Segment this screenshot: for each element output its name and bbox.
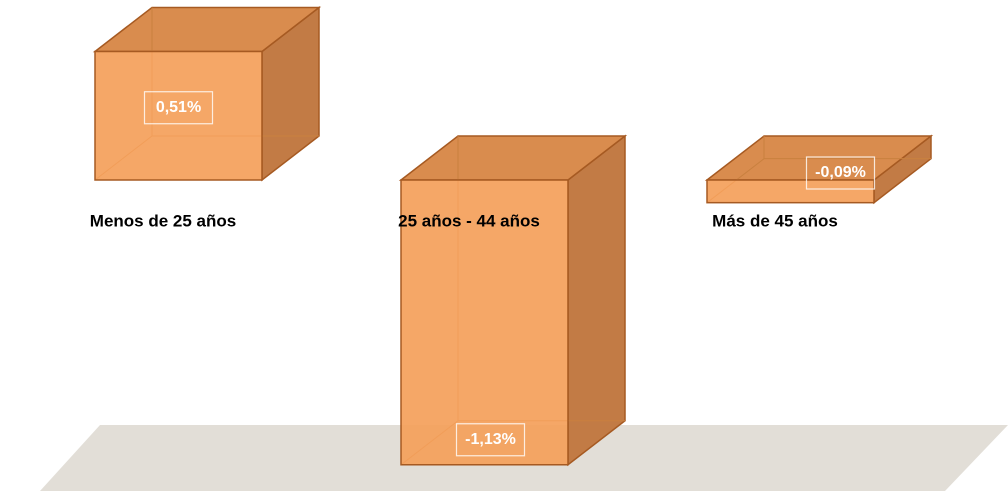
value-label: 0,51%: [156, 99, 201, 116]
value-label: -0,09%: [815, 164, 866, 181]
bar-front: [400, 179, 569, 466]
value-label-box: [143, 91, 214, 125]
bar-front: [94, 50, 263, 181]
category-label: Menos de 25 años: [90, 211, 236, 230]
category-label: Más de 45 años: [712, 211, 838, 230]
value-label-box: [805, 156, 876, 190]
value-label: -1,13%: [465, 431, 516, 448]
bar-side: [567, 134, 626, 467]
value-label-box: [455, 423, 526, 457]
bar: [92, 5, 322, 182]
bar-front: [706, 179, 875, 204]
bar: [398, 134, 628, 467]
category-label: 25 años - 44 años: [398, 211, 540, 230]
